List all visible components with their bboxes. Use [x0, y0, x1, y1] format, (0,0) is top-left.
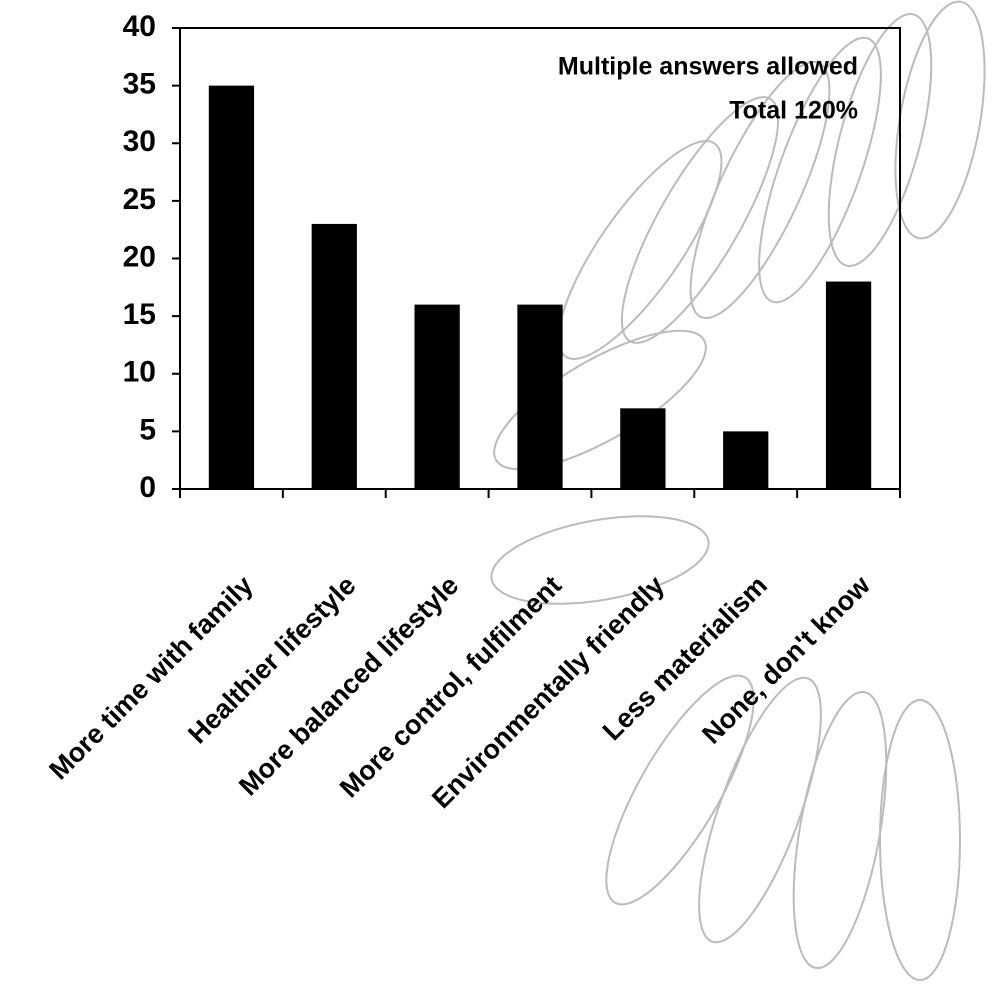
y-tick-label: 30: [123, 125, 156, 158]
y-tick-label: 15: [123, 298, 156, 331]
bar: [826, 282, 871, 489]
bar: [517, 305, 562, 489]
x-tick-label: More time with family: [43, 570, 258, 785]
bar: [209, 86, 254, 489]
y-tick-label: 5: [139, 413, 156, 446]
y-tick-label: 35: [123, 68, 156, 101]
x-tick-label: Healthier lifestyle: [182, 570, 361, 749]
bar: [312, 224, 357, 489]
bar: [620, 408, 665, 489]
x-tick-label: None, don't know: [696, 569, 876, 749]
y-tick-label: 10: [123, 356, 156, 389]
annotation: Multiple answers allowed: [558, 53, 858, 81]
chart: Multiple answers allowed Total 120% 0 5 10…: [0, 0, 1000, 1000]
y-tick-label: 25: [123, 183, 156, 216]
y-tick-label: 20: [123, 240, 156, 273]
y-tick-label: 0: [139, 471, 156, 504]
bar: [415, 305, 460, 489]
y-tick-label: 40: [123, 10, 156, 43]
bar: [723, 431, 768, 489]
annotation: Total 120%: [729, 97, 858, 125]
